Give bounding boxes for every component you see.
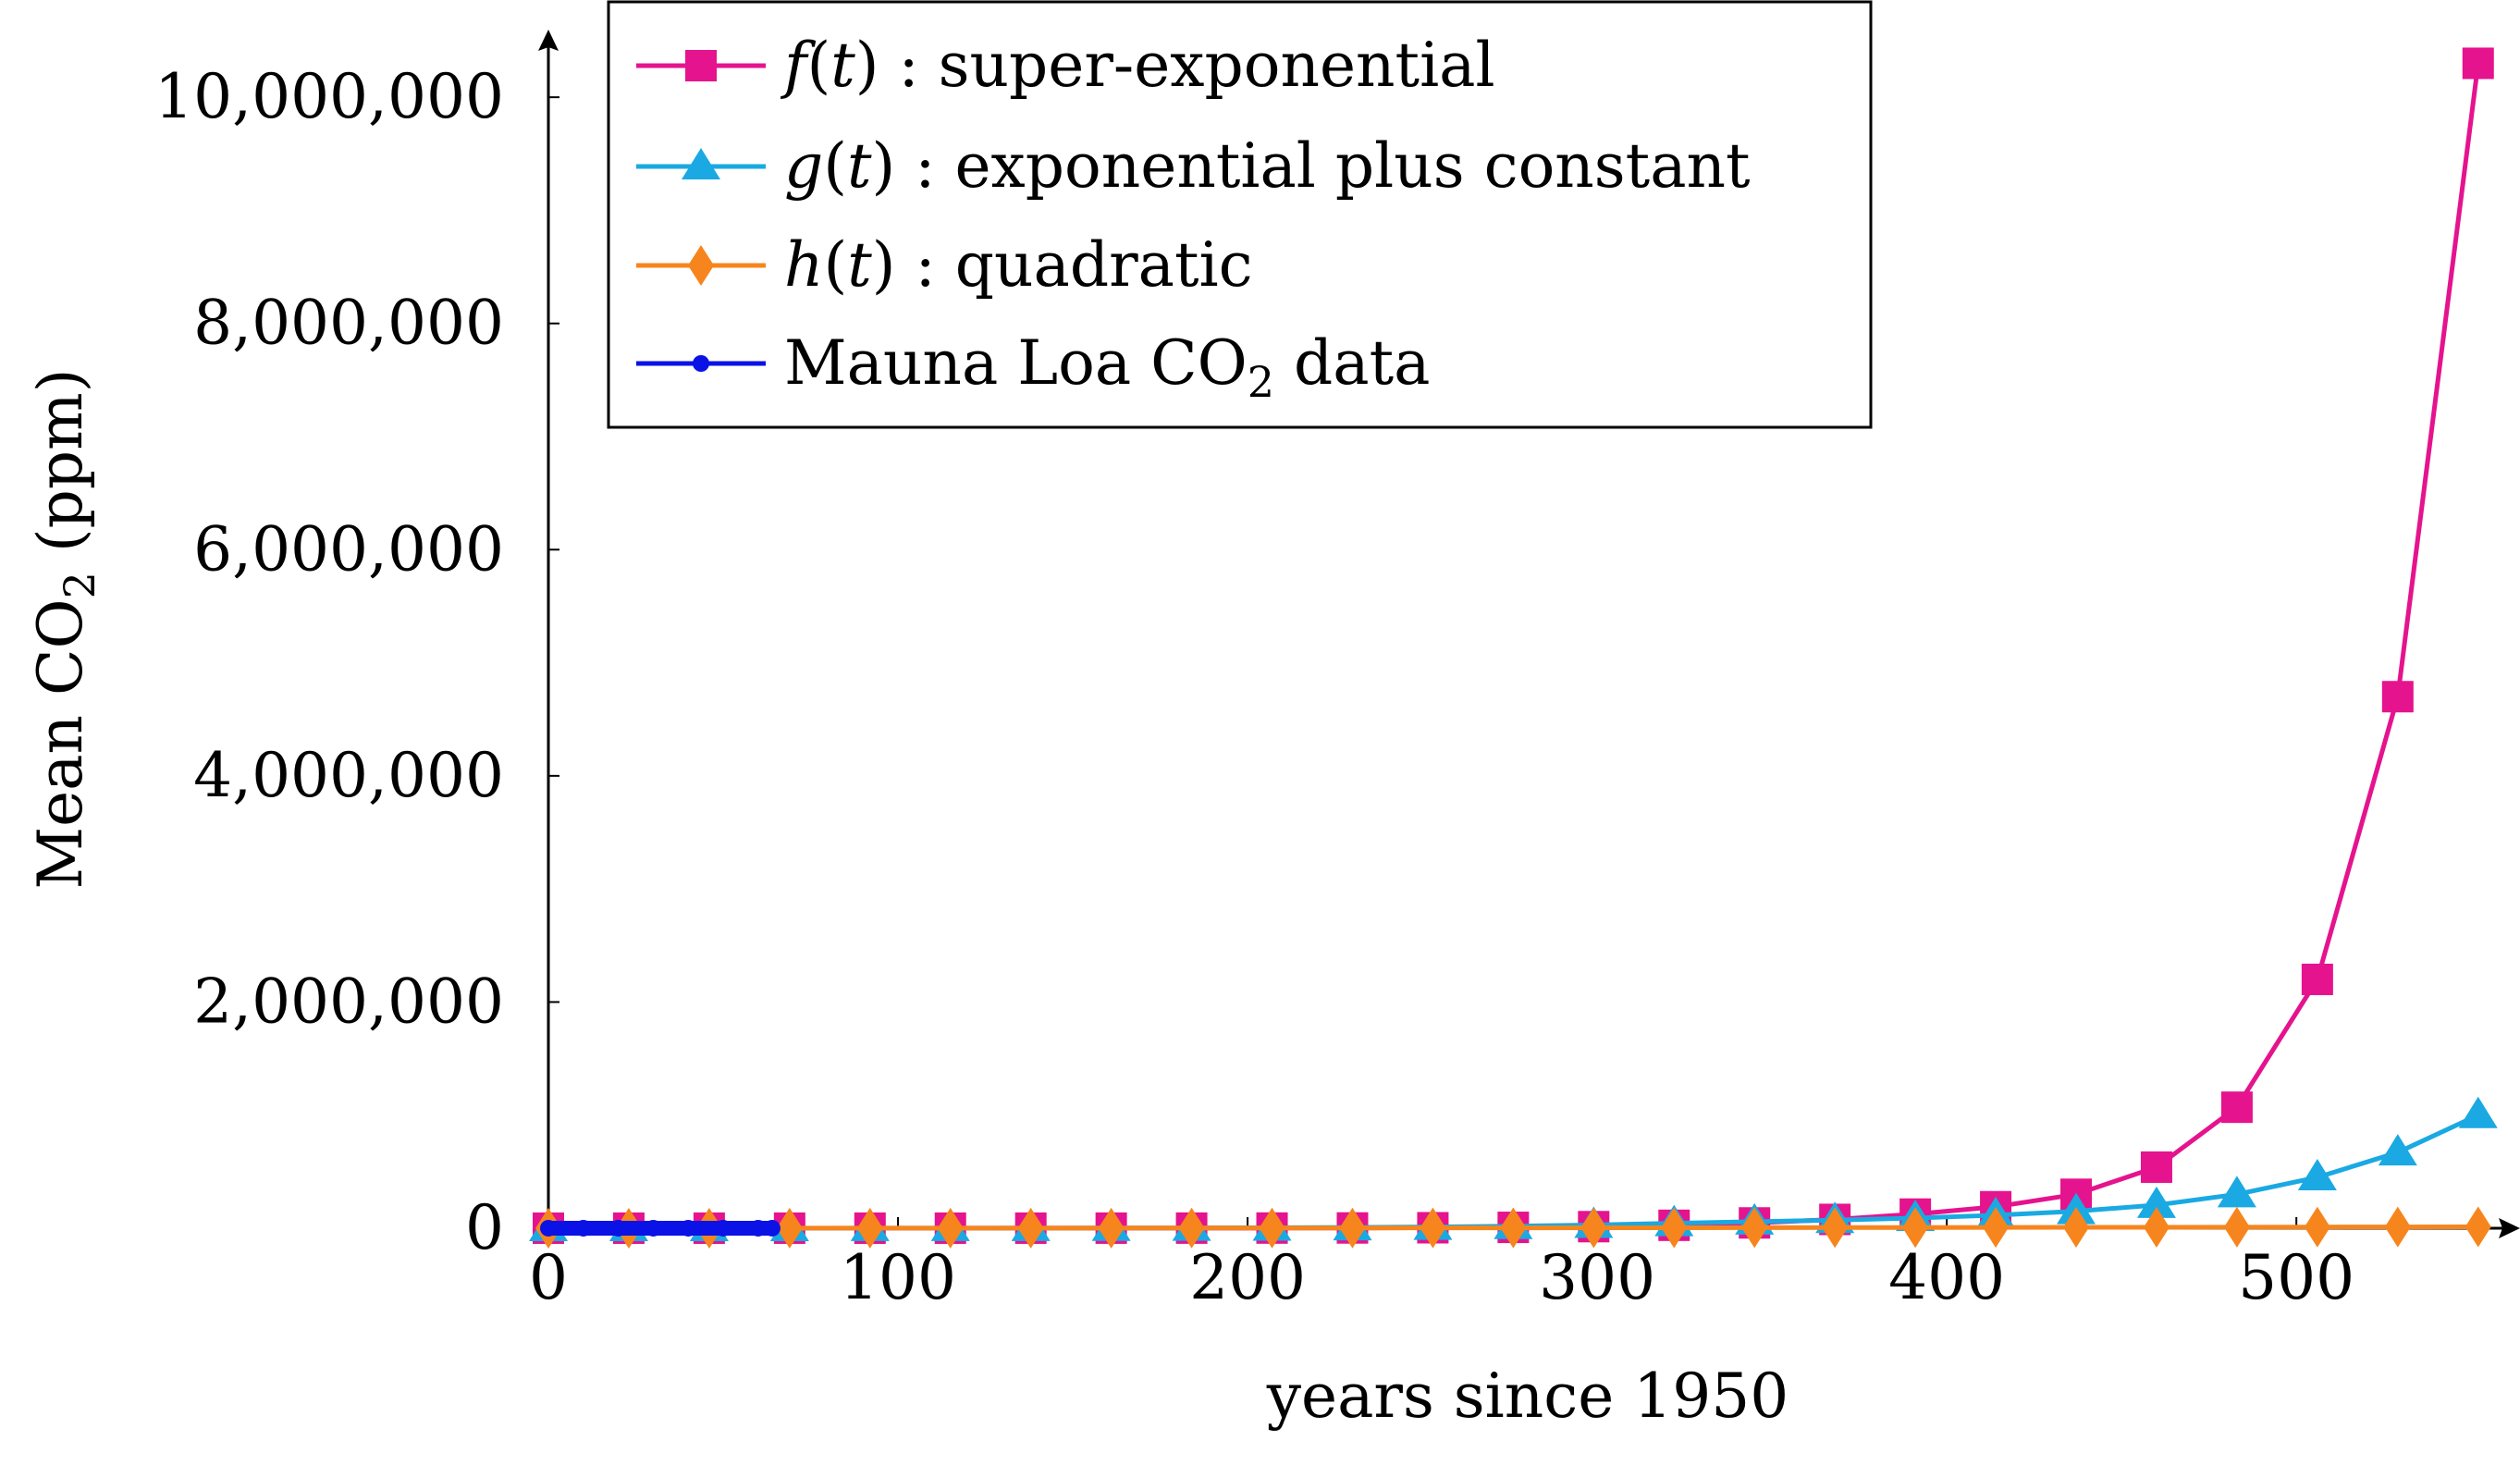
x-tick-label: 200	[1189, 1242, 1306, 1313]
x-tick-label: 500	[2238, 1242, 2354, 1313]
legend-func-1: g	[784, 130, 823, 202]
y-tick-label: 6,000,000	[193, 513, 504, 585]
y-tick-label: 2,000,000	[193, 966, 504, 1037]
legend-name-2: quadratic	[955, 229, 1253, 301]
data-point-dot	[764, 1220, 781, 1237]
y-axis-title: Mean CO2 (ppm)	[25, 369, 104, 890]
data-point-square	[2382, 681, 2414, 712]
data-point-triangle	[2459, 1097, 2498, 1128]
series-3	[540, 1220, 781, 1237]
legend-func-2: h	[784, 229, 824, 301]
y-tick-label: 8,000,000	[193, 288, 504, 359]
legend: f(t) : super-exponential g(t) : exponent…	[608, 2, 1871, 427]
y-tick-label: 10,000,000	[154, 61, 504, 132]
data-point-dot	[645, 1220, 661, 1237]
data-point-triangle	[2379, 1134, 2417, 1165]
data-point-square	[2141, 1151, 2172, 1183]
data-point-dot	[680, 1220, 696, 1237]
legend-name-1: exponential plus constant	[954, 130, 1750, 202]
legend-label-1: g(t) : exponential plus constant	[784, 130, 1751, 202]
data-point-square	[2221, 1091, 2253, 1123]
legend-label-2: h(t) : quadratic	[784, 229, 1253, 301]
legend-name-0: super-exponential	[939, 30, 1495, 101]
legend-entry-1: g(t) : exponential plus constant	[636, 130, 1751, 202]
series-2	[535, 1206, 2491, 1248]
legend-name-3-tail: data	[1274, 327, 1430, 399]
y-tick-label: 0	[465, 1192, 504, 1263]
data-point-diamond	[2385, 1207, 2411, 1248]
data-point-dot	[540, 1220, 557, 1237]
data-point-dot	[610, 1220, 627, 1237]
legend-var-0: t	[830, 30, 855, 101]
data-point-dot	[575, 1220, 592, 1237]
data-point-diamond	[2465, 1206, 2491, 1247]
x-tick-label: 100	[840, 1242, 956, 1313]
legend-label-0: f(t) : super-exponential	[780, 30, 1495, 101]
legend-var-2: t	[847, 229, 872, 301]
y-tick-label: 4,000,000	[193, 740, 504, 811]
legend-marker-0	[685, 50, 717, 81]
x-tick-label: 0	[529, 1242, 568, 1313]
x-tick-label: 400	[1888, 1242, 2005, 1313]
y-axis-title-unit: (ppm)	[25, 369, 96, 572]
data-point-square	[2463, 47, 2494, 79]
x-tick-label: 300	[1539, 1242, 1655, 1313]
data-point-dot	[715, 1220, 731, 1237]
legend-label-3: Mauna Loa CO2 data	[784, 327, 1431, 407]
legend-name-3-sub: 2	[1248, 357, 1274, 407]
y-axis-title-sub: 2	[55, 572, 104, 598]
legend-name-3: Mauna Loa CO	[784, 327, 1248, 399]
y-axis-title-main: Mean CO	[25, 598, 96, 889]
data-point-square	[2302, 964, 2333, 995]
legend-var-1: t	[847, 130, 872, 202]
legend-marker-3	[693, 355, 709, 372]
x-axis-title: years since 1950	[1266, 1360, 1789, 1432]
